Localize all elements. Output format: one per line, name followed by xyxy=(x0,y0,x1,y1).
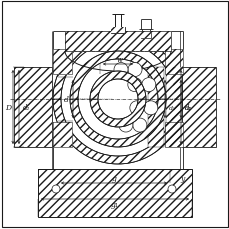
Circle shape xyxy=(128,63,141,77)
Bar xyxy=(65,32,170,52)
Bar xyxy=(140,34,150,39)
Circle shape xyxy=(114,63,128,77)
Bar xyxy=(53,123,72,147)
Bar xyxy=(14,68,52,147)
Circle shape xyxy=(132,119,146,132)
Bar xyxy=(181,68,215,147)
Bar xyxy=(164,123,182,147)
Circle shape xyxy=(143,101,157,115)
Bar xyxy=(147,68,163,147)
Text: y: y xyxy=(179,174,183,182)
Bar xyxy=(147,68,163,147)
Text: g₁: g₁ xyxy=(111,200,118,208)
Circle shape xyxy=(129,101,143,115)
Bar xyxy=(38,169,191,217)
Bar xyxy=(181,68,215,147)
Text: w: w xyxy=(117,56,123,64)
Bar xyxy=(164,50,182,75)
Circle shape xyxy=(118,119,132,132)
Circle shape xyxy=(167,185,175,193)
Bar xyxy=(14,68,52,147)
Bar xyxy=(65,32,170,52)
Text: d₅: d₅ xyxy=(168,105,174,110)
Text: d: d xyxy=(63,95,68,104)
Circle shape xyxy=(127,78,141,92)
Text: d₂: d₂ xyxy=(184,104,191,112)
Polygon shape xyxy=(53,35,182,100)
Polygon shape xyxy=(70,52,165,100)
Bar xyxy=(164,123,182,147)
Text: D: D xyxy=(5,104,11,112)
Bar xyxy=(111,28,124,34)
Bar xyxy=(165,68,181,147)
Text: g: g xyxy=(111,174,116,182)
Polygon shape xyxy=(90,72,145,100)
Bar xyxy=(140,34,150,39)
Circle shape xyxy=(52,185,60,193)
Bar xyxy=(53,50,72,75)
Bar xyxy=(111,28,124,34)
Bar xyxy=(140,34,150,39)
Bar xyxy=(165,68,181,147)
Bar xyxy=(53,123,72,147)
Circle shape xyxy=(141,78,155,92)
Bar xyxy=(164,50,182,75)
Text: d₂: d₂ xyxy=(22,104,30,112)
Text: d₄: d₄ xyxy=(184,105,191,110)
Polygon shape xyxy=(53,100,182,164)
Polygon shape xyxy=(90,100,145,127)
Polygon shape xyxy=(70,100,165,147)
Bar xyxy=(53,50,72,75)
Bar xyxy=(111,28,124,34)
Bar xyxy=(38,169,191,217)
